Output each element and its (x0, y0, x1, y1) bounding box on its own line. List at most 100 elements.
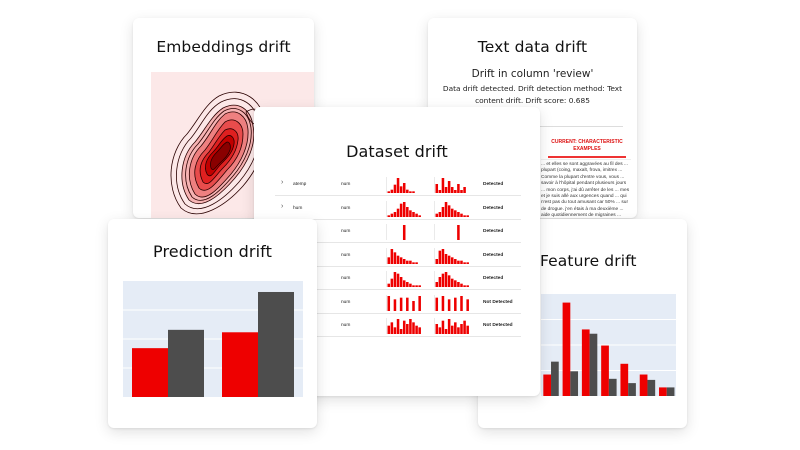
bar-series-1-A[interactable] (132, 348, 168, 397)
sparkline-bar (418, 214, 421, 217)
bar-series-2-B[interactable] (258, 291, 294, 397)
sparkline-bar (444, 253, 448, 264)
sparkline-bar (454, 209, 457, 217)
table-row[interactable]: num Not Detected (275, 314, 521, 337)
sparkline-bar (438, 327, 442, 334)
sparkline-bar (444, 201, 448, 217)
table-row[interactable]: num Detected (275, 244, 521, 267)
reference-distribution-sparkline (386, 200, 421, 217)
sparkline-bar (463, 261, 466, 264)
sparkline-bar (387, 214, 391, 217)
text-data-drift-title: Text data drift (477, 38, 588, 56)
reference-distribution-sparkline (386, 318, 421, 334)
bar-series-2-3[interactable] (589, 333, 598, 396)
bar-series-1-7[interactable] (659, 387, 667, 396)
sparkline-bar (463, 320, 466, 334)
reference-distribution-sparkline (386, 294, 421, 311)
sparkline-bar (444, 272, 448, 287)
sparkline-bar (435, 282, 439, 287)
sparkline-bar (409, 191, 412, 193)
current-distribution-sparkline (434, 224, 460, 240)
sparkline-bar (415, 261, 418, 264)
table-row[interactable]: num Detected (275, 267, 521, 290)
sparkline-bar (402, 183, 406, 193)
sparkline-bar (450, 187, 454, 193)
characteristic-examples-header: CURRENT: CHARACTERISTIC EXAMPLES (548, 139, 626, 158)
text-drift-subtitle: Drift in column 'review' (471, 68, 594, 80)
sparkline-bar (441, 295, 445, 311)
table-row[interactable]: num Not Detected (275, 291, 521, 314)
sparkline-bar (457, 260, 460, 264)
bar-series-1-B[interactable] (222, 332, 258, 397)
sparkline-bar (438, 211, 442, 217)
sparkline-bar (438, 190, 442, 193)
sparkline-bar (444, 329, 448, 334)
column-type: num (341, 205, 351, 211)
contour-line-3 (185, 108, 252, 201)
current-distribution-sparkline (434, 318, 469, 334)
current-distribution-sparkline (434, 200, 469, 217)
sparkline-bar (447, 298, 451, 311)
drift-status: Detected (483, 182, 504, 187)
sparkline-bar (438, 250, 442, 264)
bar-series-2-1[interactable] (551, 361, 559, 396)
column-name: atemp (293, 182, 307, 187)
current-distribution-sparkline (434, 294, 469, 311)
bar-series-1-2[interactable] (562, 302, 571, 396)
sparkline-bar (441, 273, 445, 287)
sparkline-bar (415, 325, 418, 334)
bar-series-1-4[interactable] (601, 345, 609, 396)
sparkline-bar (435, 213, 439, 217)
sparkline-bar (396, 273, 400, 287)
bar-series-1-1[interactable] (543, 374, 552, 396)
sparkline-bar (460, 260, 463, 264)
bar-series-2-4[interactable] (608, 378, 617, 396)
table-row[interactable]: › hum num Detected (275, 197, 521, 220)
sparkline-bar (406, 206, 409, 217)
sparkline-bar (406, 324, 409, 334)
column-type: num (341, 229, 351, 234)
sparkline-bar (466, 285, 469, 287)
embeddings-drift-title: Embeddings drift (156, 38, 291, 56)
sparkline-bar (450, 208, 454, 217)
sparkline-bar (396, 208, 400, 217)
sparkline-bar (409, 209, 412, 217)
bar-series-1-3[interactable] (581, 329, 590, 396)
chevron-right-icon[interactable]: › (281, 202, 284, 210)
sparkline-bar (399, 203, 403, 217)
sparkline-bar (435, 297, 439, 311)
sparkline-bar (418, 327, 421, 334)
sparkline-bar (412, 285, 415, 287)
embeddings-density-plot (151, 72, 314, 218)
sparkline-bar (454, 322, 457, 334)
sparkline-bar (466, 325, 469, 334)
bar-series-1-5[interactable] (620, 363, 629, 396)
chevron-right-icon[interactable]: › (281, 179, 284, 186)
sparkline-bar (441, 320, 445, 334)
sparkline-bar (454, 297, 457, 311)
table-row[interactable]: › atemp num Detected (275, 173, 521, 196)
sparkline-bar (390, 213, 394, 217)
bar-series-2-2[interactable] (570, 371, 579, 396)
sparkline-bar (393, 327, 397, 334)
column-type: num (341, 182, 351, 187)
bar-series-2-5[interactable] (628, 383, 636, 396)
drift-status: Detected (483, 276, 504, 281)
sparkline-bar (393, 184, 397, 193)
drift-status: Not Detected (483, 323, 513, 328)
bar-series-2-A[interactable] (168, 329, 204, 397)
sparkline-bar (409, 283, 412, 287)
bar-series-2-6[interactable] (647, 379, 656, 396)
sparkline-bar (412, 261, 415, 264)
bar-series-1-6[interactable] (639, 374, 648, 396)
bar-series-2-7[interactable] (666, 387, 675, 396)
prediction-drift-card[interactable]: Prediction drift (108, 219, 317, 428)
sparkline-bar (390, 248, 394, 264)
sparkline-bar (460, 295, 463, 311)
sparkline-bar (457, 225, 460, 240)
sparkline-bar (454, 280, 457, 287)
sparkline-bar (396, 255, 400, 264)
sparkline-bar (390, 278, 394, 287)
table-row[interactable]: num Detected (275, 220, 521, 243)
sparkline-bar (402, 280, 406, 287)
